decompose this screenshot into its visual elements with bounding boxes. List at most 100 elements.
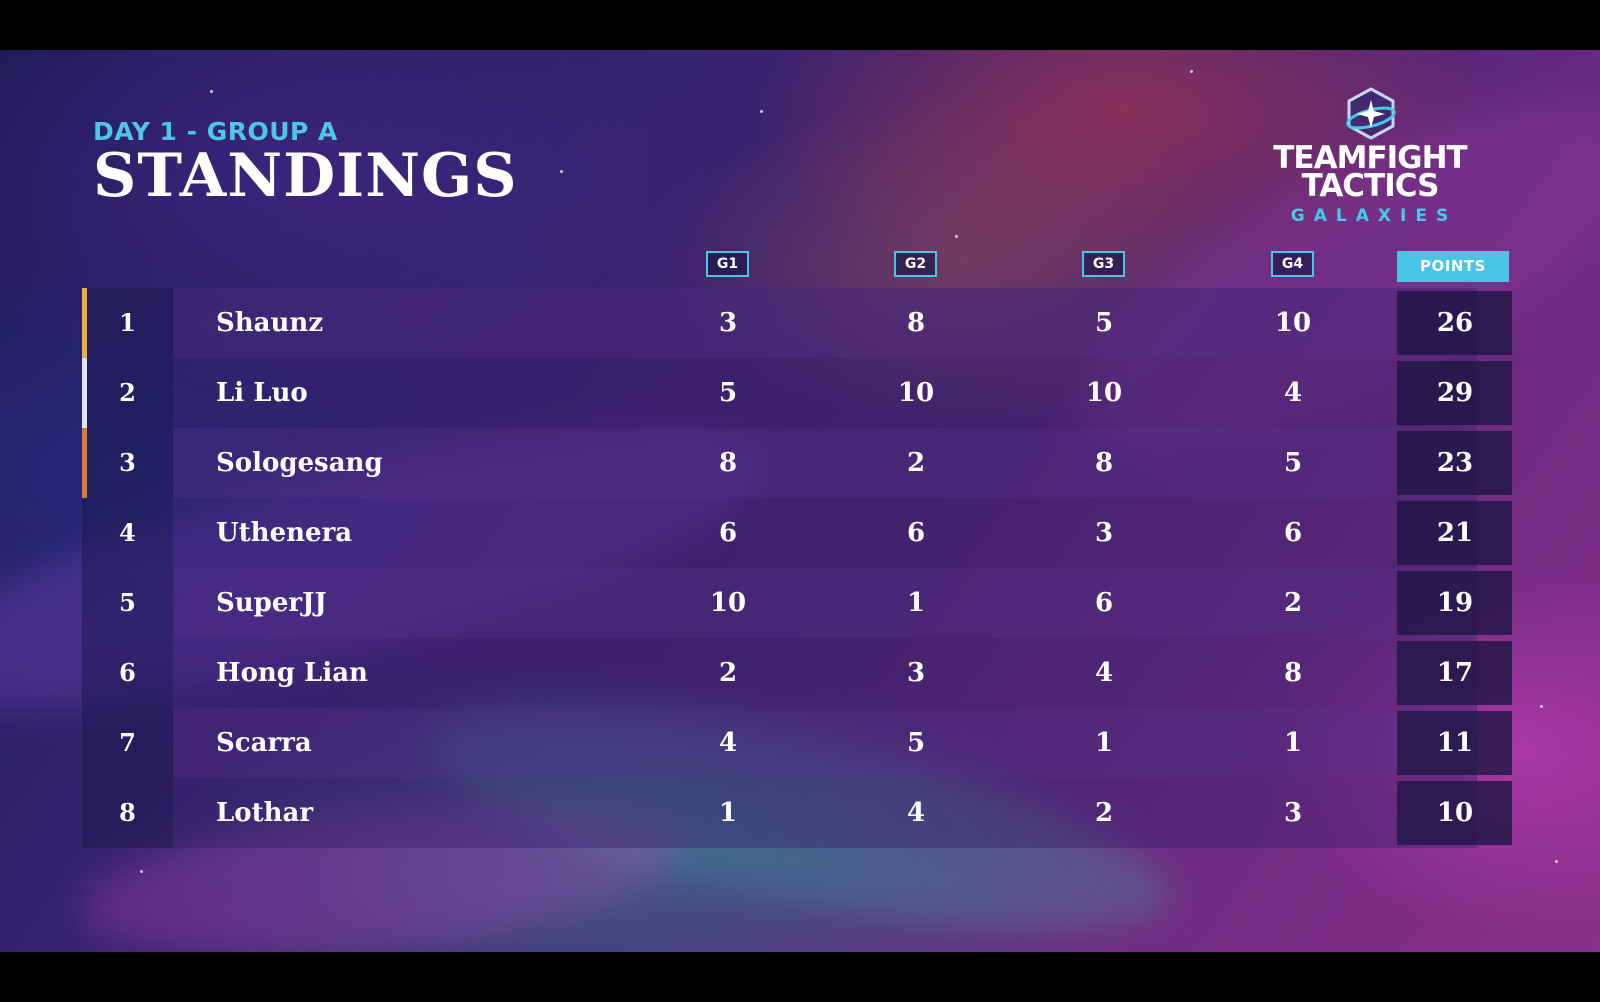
game-1-score: 5 [718,378,738,408]
points-cell [1397,571,1512,635]
points-cell [1397,431,1512,495]
player-name: Uthenera [216,518,353,548]
rank-number: 6 [119,658,136,687]
game-2-score: 6 [906,518,926,548]
rank-number: 2 [119,378,136,407]
game-2-score: 8 [906,308,926,338]
total-points: 23 [1436,448,1474,478]
star [760,110,763,113]
column-header-g3: G3 [1082,251,1125,277]
game-4-score: 3 [1283,798,1303,828]
points-cell [1397,711,1512,775]
rank-accent-silver [82,358,87,428]
table-row: 4 Uthenera 6 6 3 6 21 [82,498,1512,568]
game-4-score: 8 [1283,658,1303,688]
game-4-score: 10 [1274,308,1312,338]
table-row: 5 SuperJJ 10 1 6 2 19 [82,568,1512,638]
game-4-score: 5 [1283,448,1303,478]
star-emblem-icon [1346,87,1396,140]
game-1-score: 10 [709,588,747,618]
row-band [173,358,1477,428]
star [955,235,958,238]
rank-cell [82,428,173,498]
rank-number: 8 [119,798,136,827]
tft-galaxies-logo: TEAMFIGHT TACTICS GALAXIES [1260,86,1480,226]
logo-text-line2: TACTICS [1301,168,1440,204]
player-name: Sologesang [216,448,383,478]
letterbox-bottom [0,952,1600,1002]
star [210,90,213,93]
table-row: 2 Li Luo 5 10 10 4 29 [82,358,1512,428]
game-3-score: 10 [1085,378,1123,408]
points-cell [1397,781,1512,845]
total-points: 26 [1436,308,1474,338]
column-header-g2: G2 [894,251,937,277]
rank-number: 5 [119,588,136,617]
table-row: 6 Hong Lian 2 3 4 8 17 [82,638,1512,708]
game-1-score: 2 [718,658,738,688]
rank-number: 4 [119,518,136,547]
column-header-g4: G4 [1271,251,1314,277]
points-cell [1397,501,1512,565]
total-points: 21 [1436,518,1474,548]
player-name: Lothar [216,798,314,828]
game-4-score: 2 [1283,588,1303,618]
points-cell [1397,641,1512,705]
game-2-score: 2 [906,448,926,478]
star [560,170,563,173]
rank-cell [82,708,173,778]
total-points: 17 [1436,658,1474,688]
page-heading: DAY 1 - GROUP A STANDINGS [93,117,518,211]
broadcast-background [0,50,1600,952]
rank-number: 7 [119,728,136,757]
star [1555,860,1558,863]
game-1-score: 8 [718,448,738,478]
rank-cell [82,638,173,708]
rank-accent-bronze [82,428,87,498]
game-1-score: 3 [718,308,738,338]
logo-text-line1: TEAMFIGHT [1273,140,1467,176]
page-title: STANDINGS [93,141,518,211]
game-3-score: 2 [1094,798,1114,828]
rank-cell [82,358,173,428]
event-subtitle: DAY 1 - GROUP A [93,117,338,146]
rank-number: 1 [119,308,136,337]
game-2-score: 10 [897,378,935,408]
star [1190,70,1193,73]
table-row: 7 Scarra 4 5 1 1 11 [82,708,1512,778]
logo-subtitle: GALAXIES [1290,206,1458,226]
total-points: 11 [1436,728,1474,758]
game-3-score: 4 [1094,658,1114,688]
game-1-score: 6 [718,518,738,548]
row-band [173,778,1477,848]
player-name: Scarra [216,728,312,758]
letterbox-top [0,0,1600,50]
game-3-score: 8 [1094,448,1114,478]
rank-cell [82,778,173,848]
player-name: Shaunz [216,308,324,338]
player-name: Hong Lian [216,658,368,688]
total-points: 19 [1436,588,1474,618]
rank-cell [82,568,173,638]
star [1540,705,1543,708]
rank-number: 3 [119,448,136,477]
column-header-g1: G1 [706,251,749,277]
total-points: 29 [1436,378,1474,408]
game-2-score: 4 [906,798,926,828]
player-name: Li Luo [216,378,308,408]
table-row: 3 Sologesang 8 2 8 5 23 [82,428,1512,498]
game-3-score: 1 [1094,728,1114,758]
game-1-score: 1 [718,798,738,828]
game-2-score: 1 [906,588,926,618]
row-band [173,708,1477,778]
table-row: 8 Lothar 1 4 2 3 10 [82,778,1512,848]
game-2-score: 5 [906,728,926,758]
points-cell [1397,361,1512,425]
row-band [173,428,1477,498]
player-name: SuperJJ [216,588,327,618]
game-4-score: 4 [1283,378,1303,408]
row-band [173,638,1477,708]
game-3-score: 6 [1094,588,1114,618]
game-3-score: 5 [1094,308,1114,338]
game-1-score: 4 [718,728,738,758]
